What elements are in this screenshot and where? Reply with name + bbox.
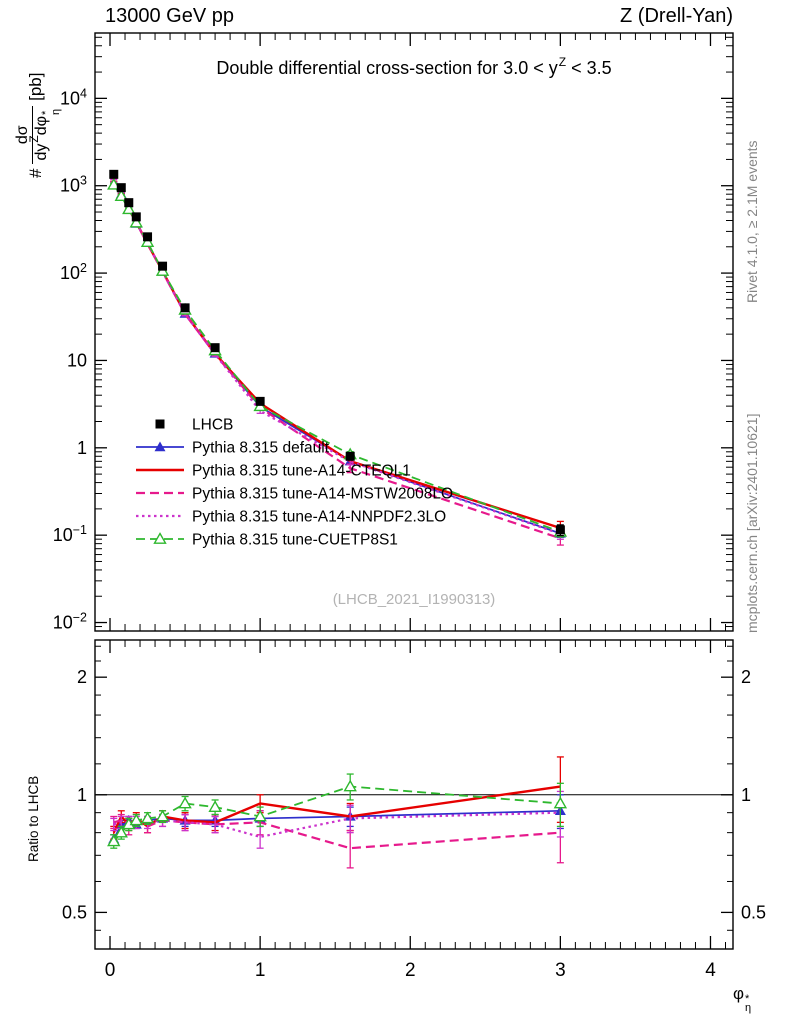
svg-text:10−1: 10−1 — [53, 523, 87, 545]
svg-text:Pythia 8.315 tune-A14-CTEQL1: Pythia 8.315 tune-A14-CTEQL1 — [192, 463, 411, 480]
svg-text:103: 103 — [60, 174, 87, 196]
svg-text:Pythia 8.315 tune-A14-NNPDF2.3: Pythia 8.315 tune-A14-NNPDF2.3LO — [192, 509, 446, 526]
svg-text:LHCB: LHCB — [192, 417, 233, 434]
svg-text:2: 2 — [741, 667, 751, 687]
x-axis-label: φ * η — [733, 984, 752, 1015]
svg-text:3: 3 — [555, 960, 566, 981]
header-beam-energy: 13000 GeV pp — [105, 5, 234, 27]
xlabel-base: φ — [733, 984, 745, 1003]
axes — [94, 32, 734, 950]
y-axis-label-main: # dσ dyZdφ * η [pb] — [14, 72, 62, 178]
header-process: Z (Drell-Yan) — [620, 5, 733, 27]
svg-text:Pythia 8.315 tune-A14-MSTW2008: Pythia 8.315 tune-A14-MSTW2008LO — [192, 486, 453, 503]
svg-text:104: 104 — [60, 86, 87, 108]
svg-text:2: 2 — [77, 667, 87, 687]
svg-text:2: 2 — [405, 960, 416, 981]
svg-text:4: 4 — [705, 960, 716, 981]
ylabel-den2: dφ — [33, 116, 51, 136]
plot-title: Double differential cross-section for 3.… — [95, 55, 733, 79]
mcplots-arxiv-note: mcplots.cern.ch [arXiv:2401.10621] — [744, 413, 760, 633]
plot-title-suffix: < 3.5 — [566, 58, 612, 78]
analysis-watermark: (LHCB_2021_I1990313) — [332, 591, 496, 608]
svg-text:1: 1 — [77, 785, 87, 805]
ylabel-den2-sub: η — [49, 108, 62, 115]
svg-text:1: 1 — [255, 960, 266, 981]
legend: LHCB Pythia 8.315 default Pythia 8.315 tun… — [136, 417, 453, 549]
svg-text:Pythia 8.315 default: Pythia 8.315 default — [192, 440, 330, 457]
svg-text:0: 0 — [105, 960, 116, 981]
plot-title-text: Double differential cross-section for 3.… — [216, 58, 558, 78]
ylabel-units: [pb] — [26, 72, 46, 101]
ylabel-hash: # — [26, 168, 46, 178]
svg-text:10: 10 — [67, 350, 87, 370]
svg-text:0.5: 0.5 — [741, 902, 766, 922]
svg-text:Pythia 8.315 tune-CUETP8S1: Pythia 8.315 tune-CUETP8S1 — [192, 532, 398, 549]
ylabel-den1: dy — [33, 143, 51, 161]
rivet-version-note: Rivet 4.1.0, ≥ 2.1M events — [744, 140, 760, 303]
svg-text:102: 102 — [60, 261, 87, 283]
ylabel-denominator: dyZdφ * η — [27, 105, 62, 164]
svg-text:1: 1 — [77, 438, 87, 458]
xlabel-subsup: * η — [745, 993, 752, 1015]
xlabel-sub: η — [745, 1002, 752, 1015]
ylabel-den2-subsup: * η — [40, 108, 62, 115]
tick-labels: 10−2 10−1 1 10 102 103 104 0 1 2 3 4 0.5 0.5 1 1 2 2 — [53, 86, 766, 981]
series-data-lhcb — [109, 169, 565, 537]
xlabel-sup: * — [745, 993, 750, 1005]
plot-title-superscript: Z — [558, 55, 567, 69]
ylabel-fraction: dσ dyZdφ * η — [14, 105, 62, 164]
svg-text:10−2: 10−2 — [53, 611, 87, 633]
ylabel-den1-sup: Z — [27, 135, 42, 143]
svg-text:0.5: 0.5 — [62, 902, 87, 922]
svg-text:1: 1 — [741, 785, 751, 805]
y-axis-label-ratio: Ratio to LHCB — [26, 775, 41, 862]
